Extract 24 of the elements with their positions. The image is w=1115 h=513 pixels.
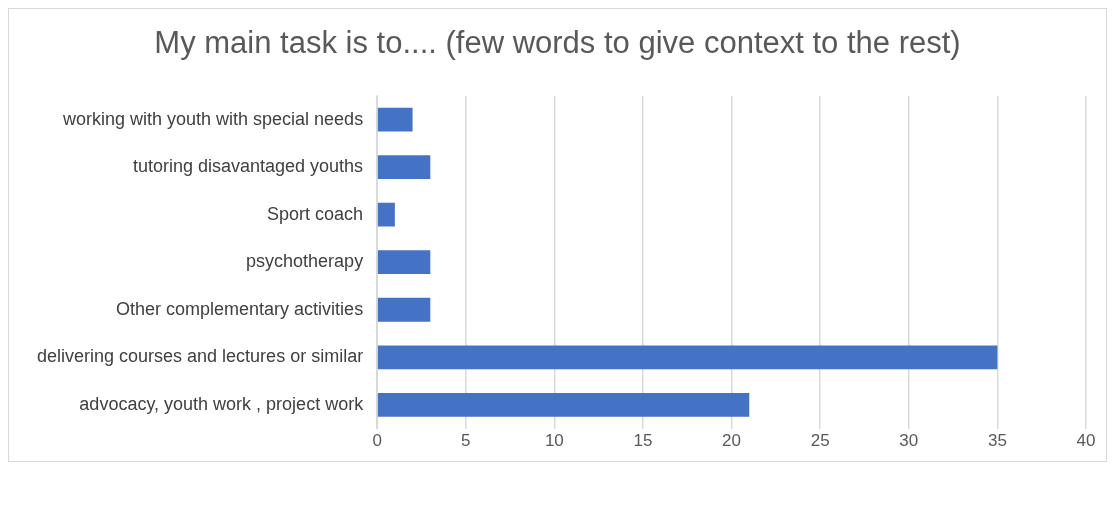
x-tick-label: 35: [987, 431, 1007, 451]
y-tick-label: Sport coach: [267, 203, 364, 224]
x-tick-label: 10: [544, 431, 564, 451]
x-tick-label: 5: [461, 431, 471, 451]
x-tick-label: 25: [810, 431, 830, 451]
y-tick-label: delivering courses and lectures or similar: [37, 346, 364, 367]
y-tick-label: advocacy, youth work , project work: [79, 393, 365, 414]
y-tick-label: psychotherapy: [246, 251, 364, 272]
bar: [377, 107, 413, 132]
x-tick-label: 40: [1076, 431, 1096, 451]
bar: [377, 345, 998, 370]
bar: [377, 155, 431, 179]
y-tick-label: tutoring disavantaged youths: [132, 156, 364, 177]
y-tick-label: Other complementary activities: [116, 298, 364, 319]
chart-title: My main task is to.... (few words to give context to the rest): [153, 24, 962, 62]
bar: [377, 297, 431, 322]
x-tick-label: 15: [633, 431, 653, 451]
y-tick-label: working with youth with special needs: [61, 108, 364, 129]
bar: [377, 202, 395, 227]
x-tick-label: 0: [372, 431, 382, 451]
bar: [377, 392, 750, 417]
x-tick-label: 30: [899, 431, 919, 451]
x-tick-label: 20: [722, 431, 742, 451]
bar: [377, 250, 431, 275]
